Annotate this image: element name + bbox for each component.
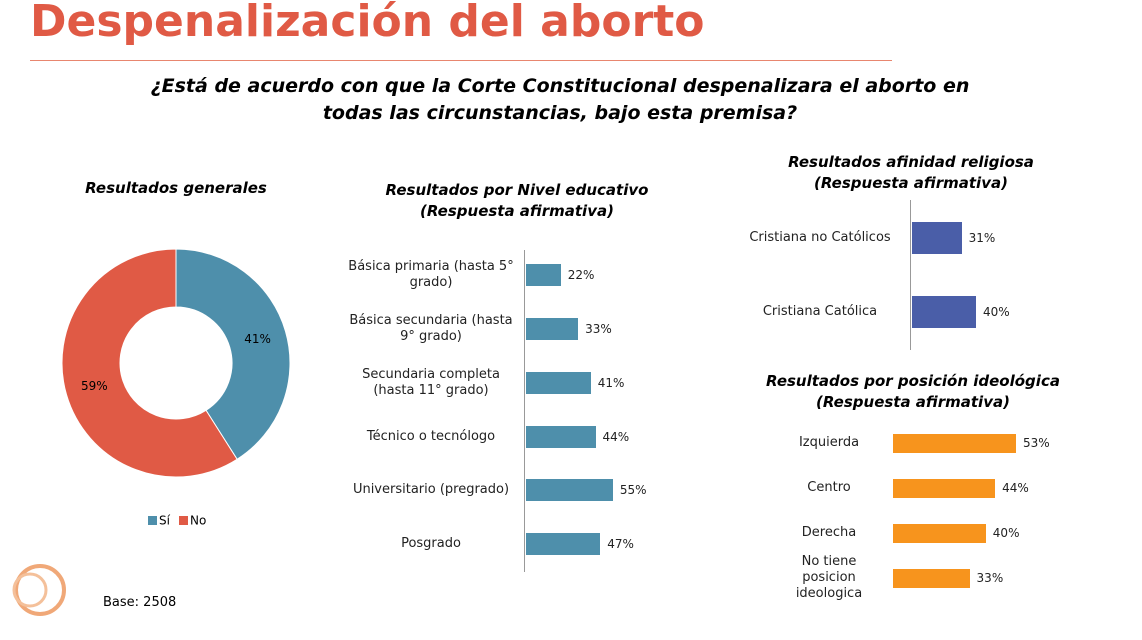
data-label: 59% [81,379,108,393]
data-label: 31% [968,231,996,245]
category-label: Básica primaria (hasta 5° grado) [348,259,514,290]
logo [14,564,66,616]
category-label: Derecha [801,525,857,540]
bar [893,478,996,498]
donut-slice [61,248,238,478]
chart-title: Resultados generales [85,179,267,197]
question: ¿Está de acuerdo con que la Corte Consti… [150,75,970,124]
data-label: 40% [992,526,1020,540]
chart-subtitle: (Respuesta afirmativa) [420,202,614,220]
bar [526,426,596,448]
chart-subtitle: (Respuesta afirmativa) [816,393,1010,411]
data-label: 33% [976,571,1004,585]
data-label: 33% [585,322,612,336]
bar [893,523,986,543]
bar [526,318,579,340]
category-label: Izquierda [798,435,860,450]
axis-line [910,200,911,350]
axis-line [524,250,525,572]
category-label: Técnico o tecnólogo [366,429,496,444]
base-note: Base: 2508 [103,595,177,610]
category-label: Cristiana Católica [762,304,878,319]
category-label: No tiene posicion ideologica [795,554,863,601]
category-label: Cristiana no Católicos [749,230,891,245]
bar [526,372,591,394]
data-label: 53% [1022,436,1050,450]
bar [893,568,970,588]
bar [526,533,601,555]
bar [526,479,613,501]
category-label: Básica secundaria (hasta 9° grado) [349,313,513,344]
data-label: 47% [607,537,634,551]
bar [893,433,1016,453]
chart-title: Resultados por Nivel educativo [385,181,649,199]
data-label: 40% [983,305,1010,319]
title-rule [30,60,892,61]
legend-label: No [190,514,206,528]
chart-title: Resultados afinidad religiosa [788,153,1034,171]
slide-title: Despenalización del aborto [30,0,705,47]
data-label: 41% [244,332,271,346]
bar [526,264,561,286]
data-label: 44% [602,430,630,444]
bar [912,222,962,254]
category-label: Centro [807,480,851,495]
category-label: Universitario (pregrado) [352,482,510,497]
legend-label: Sí [159,514,171,528]
category-label: Posgrado [401,536,461,551]
logo [12,572,48,608]
donut-slice [175,248,291,460]
legend-swatch [148,516,157,525]
legend-swatch [179,516,188,525]
category-label: Secundaria completa (hasta 11° grado) [362,367,500,398]
data-label: 41% [597,376,625,390]
chart-title: Resultados por posición ideológica [766,372,1060,390]
data-label: 22% [567,268,595,282]
data-label: 44% [1002,481,1029,495]
bar [912,296,976,328]
chart-subtitle: (Respuesta afirmativa) [814,174,1008,192]
data-label: 55% [619,483,647,497]
